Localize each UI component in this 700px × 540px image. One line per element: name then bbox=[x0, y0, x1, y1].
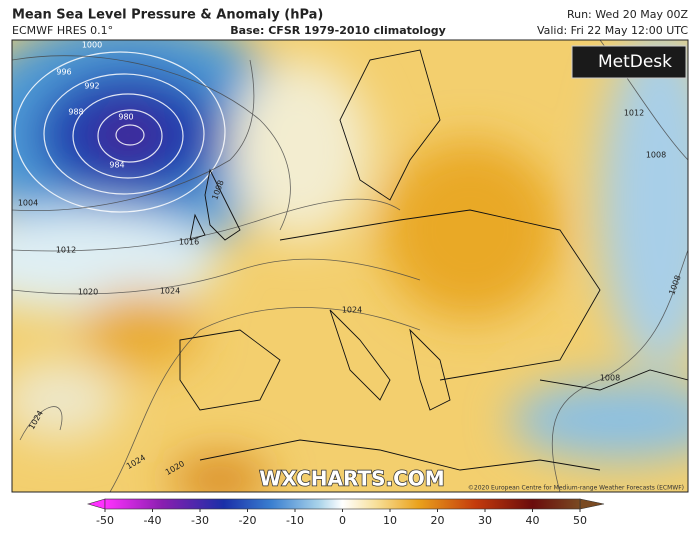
colorbar-tick-label: 0 bbox=[339, 514, 346, 527]
colorbar-tick-label: 40 bbox=[526, 514, 540, 527]
colorbar-high-end bbox=[579, 498, 605, 510]
contour-label: 1016 bbox=[179, 238, 199, 247]
contour-label: 980 bbox=[118, 113, 133, 122]
contour-label: 1000 bbox=[82, 41, 102, 50]
contour-label: 1012 bbox=[624, 109, 644, 118]
contour-label: 988 bbox=[68, 108, 83, 117]
contour-label: 984 bbox=[109, 161, 124, 170]
colorbar-tick-label: 50 bbox=[573, 514, 587, 527]
valid: Valid: Fri 22 May 12:00 UTC bbox=[537, 24, 688, 37]
contour-label: 996 bbox=[56, 68, 71, 77]
colorbar-low-end bbox=[86, 498, 106, 510]
contour-label: 992 bbox=[84, 82, 99, 91]
colorbar: -50 -40 -30 -20 -10 0 10 20 30 40 50 bbox=[86, 498, 605, 527]
colorbar-bar bbox=[104, 498, 581, 510]
contour-label: 1020 bbox=[78, 288, 98, 297]
contour-label: 1008 bbox=[646, 151, 666, 160]
copyright: ©2020 European Centre for Medium-range W… bbox=[468, 485, 684, 492]
contour-label: 1024 bbox=[160, 287, 180, 296]
colorbar-tick-label: 20 bbox=[431, 514, 445, 527]
title: Mean Sea Level Pressure & Anomaly (hPa) bbox=[12, 8, 323, 23]
map: 1000 996 992 988 980 984 1004 1008 1012 1016 1020 1… bbox=[12, 40, 688, 492]
contour-label: 1004 bbox=[18, 199, 38, 208]
colorbar-tick-label: -50 bbox=[96, 514, 114, 527]
base: Base: CFSR 1979-2010 climatology bbox=[230, 24, 446, 37]
logo: MetDesk bbox=[598, 52, 672, 72]
colorbar-tick-label: -40 bbox=[144, 514, 162, 527]
watermark: WXCHARTS.COM bbox=[259, 467, 444, 491]
contour-label: 1024 bbox=[342, 306, 362, 315]
colorbar-tick-label: 10 bbox=[383, 514, 397, 527]
run: Run: Wed 20 May 00Z bbox=[567, 8, 689, 21]
logo-box bbox=[571, 45, 687, 79]
map-frame bbox=[11, 39, 689, 493]
colorbar-tick-label: -30 bbox=[191, 514, 209, 527]
colorbar-tick-label: -20 bbox=[239, 514, 257, 527]
model: ECMWF HRES 0.1° bbox=[12, 24, 113, 37]
contour-label: 1008 bbox=[600, 374, 620, 383]
colorbar-tick-label: -10 bbox=[286, 514, 304, 527]
colorbar-tick-label: 30 bbox=[478, 514, 492, 527]
contour-label: 1012 bbox=[56, 246, 76, 255]
